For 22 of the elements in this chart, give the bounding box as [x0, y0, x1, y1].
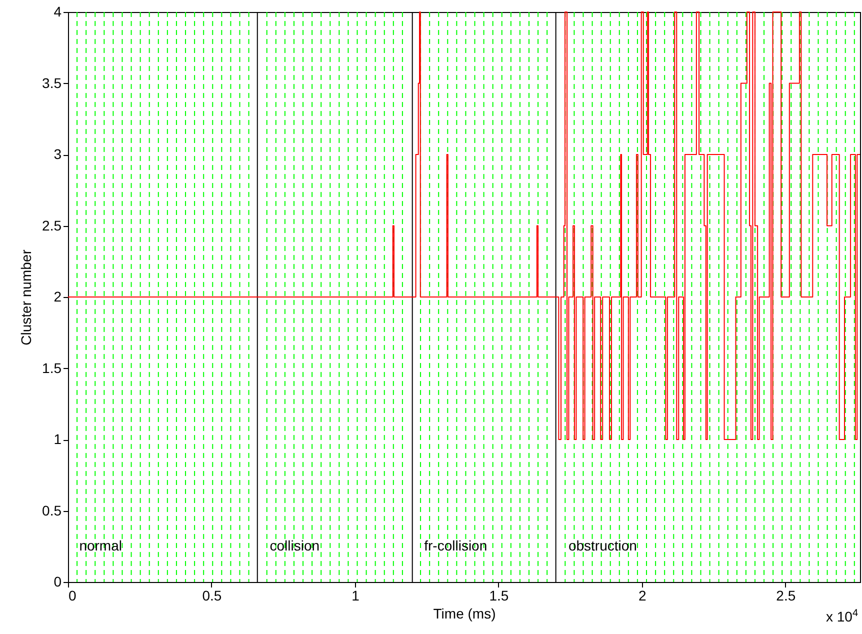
- y-tick-label: 0.5: [42, 502, 62, 518]
- y-axis-title: Cluster number: [18, 249, 34, 346]
- y-tick-label: 1: [54, 431, 62, 447]
- x-tick-label: 1.5: [489, 588, 509, 604]
- x-tick-label: 0: [68, 588, 76, 604]
- annotation: collision: [270, 537, 320, 554]
- x-tick-label: 2: [638, 588, 647, 604]
- annotation: obstruction: [568, 537, 637, 554]
- y-tick-label: 0: [54, 574, 62, 590]
- y-tick-label: 2.5: [42, 217, 62, 234]
- text: x 10$^{4}$: [826, 608, 858, 625]
- y-tick-label: 3.5: [42, 74, 62, 91]
- annotation: normal: [79, 537, 122, 554]
- y-tick-label: 2: [54, 288, 62, 304]
- y-tick-label: 4: [54, 4, 62, 20]
- y-tick-label: 3: [54, 146, 62, 162]
- x-axis-title: Time (ms): [433, 606, 496, 622]
- x-tick-label: 0.5: [202, 588, 222, 604]
- x-tick-label: 2.5: [776, 588, 796, 604]
- annotation: fr-collision: [424, 537, 488, 554]
- y-tick-label: 1.5: [42, 360, 62, 376]
- x-tick-label: 1: [352, 588, 360, 604]
